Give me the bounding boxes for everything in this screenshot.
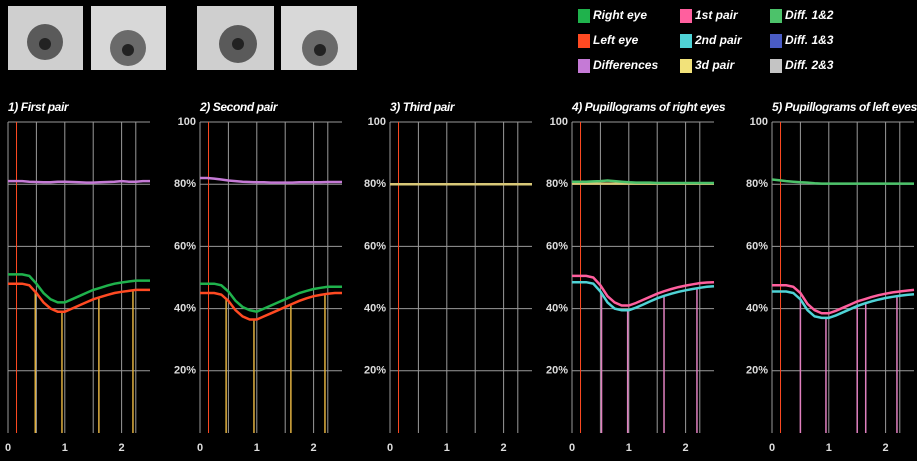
legend-label: 1st pair <box>695 8 739 22</box>
legend-label: Diff. 1&3 <box>785 33 834 47</box>
series-line <box>8 274 150 302</box>
y-tick-label: 60% <box>546 240 568 252</box>
x-tick-label: 0 <box>197 442 203 454</box>
x-tick-label: 1 <box>62 442 68 454</box>
series-line <box>572 282 714 310</box>
y-tick-label: 100 <box>550 116 568 128</box>
x-tick-label: 0 <box>569 442 575 454</box>
legend-swatch <box>578 9 590 23</box>
y-tick-label: 40% <box>746 303 768 315</box>
y-tick-label: 20% <box>746 365 768 377</box>
y-tick-label: 40% <box>174 303 196 315</box>
x-tick-label: 0 <box>387 442 393 454</box>
series-line <box>572 276 714 306</box>
x-tick-label: 1 <box>254 442 260 454</box>
legend-label: Right eye <box>593 8 647 22</box>
screen: Right eye Left eye Differences 1st pair 2nd … <box>0 0 917 461</box>
pupil <box>39 38 51 50</box>
series-line <box>200 284 342 312</box>
legend-label: Left eye <box>593 33 639 47</box>
y-tick-label: 80% <box>364 178 386 190</box>
series-line <box>8 181 150 183</box>
legend-swatch <box>578 59 590 73</box>
legend-label: Differences <box>593 58 658 72</box>
x-tick-label: 2 <box>311 442 317 454</box>
y-tick-label: 60% <box>364 240 386 252</box>
series-line <box>772 292 914 318</box>
legend-swatch <box>680 34 692 48</box>
y-tick-label: 80% <box>174 178 196 190</box>
y-tick-label: 20% <box>174 365 196 377</box>
x-tick-label: 0 <box>769 442 775 454</box>
x-tick-label: 1 <box>826 442 832 454</box>
y-tick-label: 100 <box>178 116 196 128</box>
page: {"legend":[ {"label":"Right eye","color"… <box>0 0 917 461</box>
x-tick-label: 2 <box>501 442 507 454</box>
legend-swatch <box>578 34 590 48</box>
y-tick-label: 40% <box>546 303 568 315</box>
series-line <box>200 178 342 183</box>
series-line <box>572 181 714 184</box>
y-tick-label: 60% <box>174 240 196 252</box>
series-line <box>772 180 914 184</box>
y-tick-label: 80% <box>746 178 768 190</box>
pupil <box>232 38 244 50</box>
y-tick-label: 40% <box>364 303 386 315</box>
legend-swatch <box>680 9 692 23</box>
x-tick-label: 2 <box>119 442 125 454</box>
legend-swatch <box>770 9 782 23</box>
x-tick-label: 2 <box>683 442 689 454</box>
y-tick-label: 20% <box>364 365 386 377</box>
legend-label: Diff. 1&2 <box>785 8 834 22</box>
eye-images <box>8 6 357 70</box>
chart-title: 2) Second pair <box>199 100 279 114</box>
x-tick-label: 2 <box>883 442 889 454</box>
legend-swatch <box>680 59 692 73</box>
legend-swatch <box>770 59 782 73</box>
chart-title: 1) First pair <box>8 100 70 114</box>
y-tick-label: 20% <box>546 365 568 377</box>
x-tick-label: 0 <box>5 442 11 454</box>
chart-title: 4) Pupillograms of right eyes <box>571 100 726 114</box>
pupil <box>314 44 326 56</box>
y-tick-label: 100 <box>750 116 768 128</box>
x-tick-label: 1 <box>444 442 450 454</box>
legend-label: 3d pair <box>695 58 736 72</box>
legend-label: Diff. 2&3 <box>785 58 834 72</box>
chart-title: 5) Pupillograms of left eyes <box>772 100 917 114</box>
y-tick-label: 80% <box>546 178 568 190</box>
chart-title: 3) Third pair <box>390 100 456 114</box>
y-tick-label: 60% <box>746 240 768 252</box>
legend-swatch <box>770 34 782 48</box>
legend-label: 2nd pair <box>694 33 743 47</box>
y-tick-label: 100 <box>368 116 386 128</box>
x-tick-label: 1 <box>626 442 632 454</box>
pupil <box>122 44 134 56</box>
series-line <box>8 284 150 312</box>
